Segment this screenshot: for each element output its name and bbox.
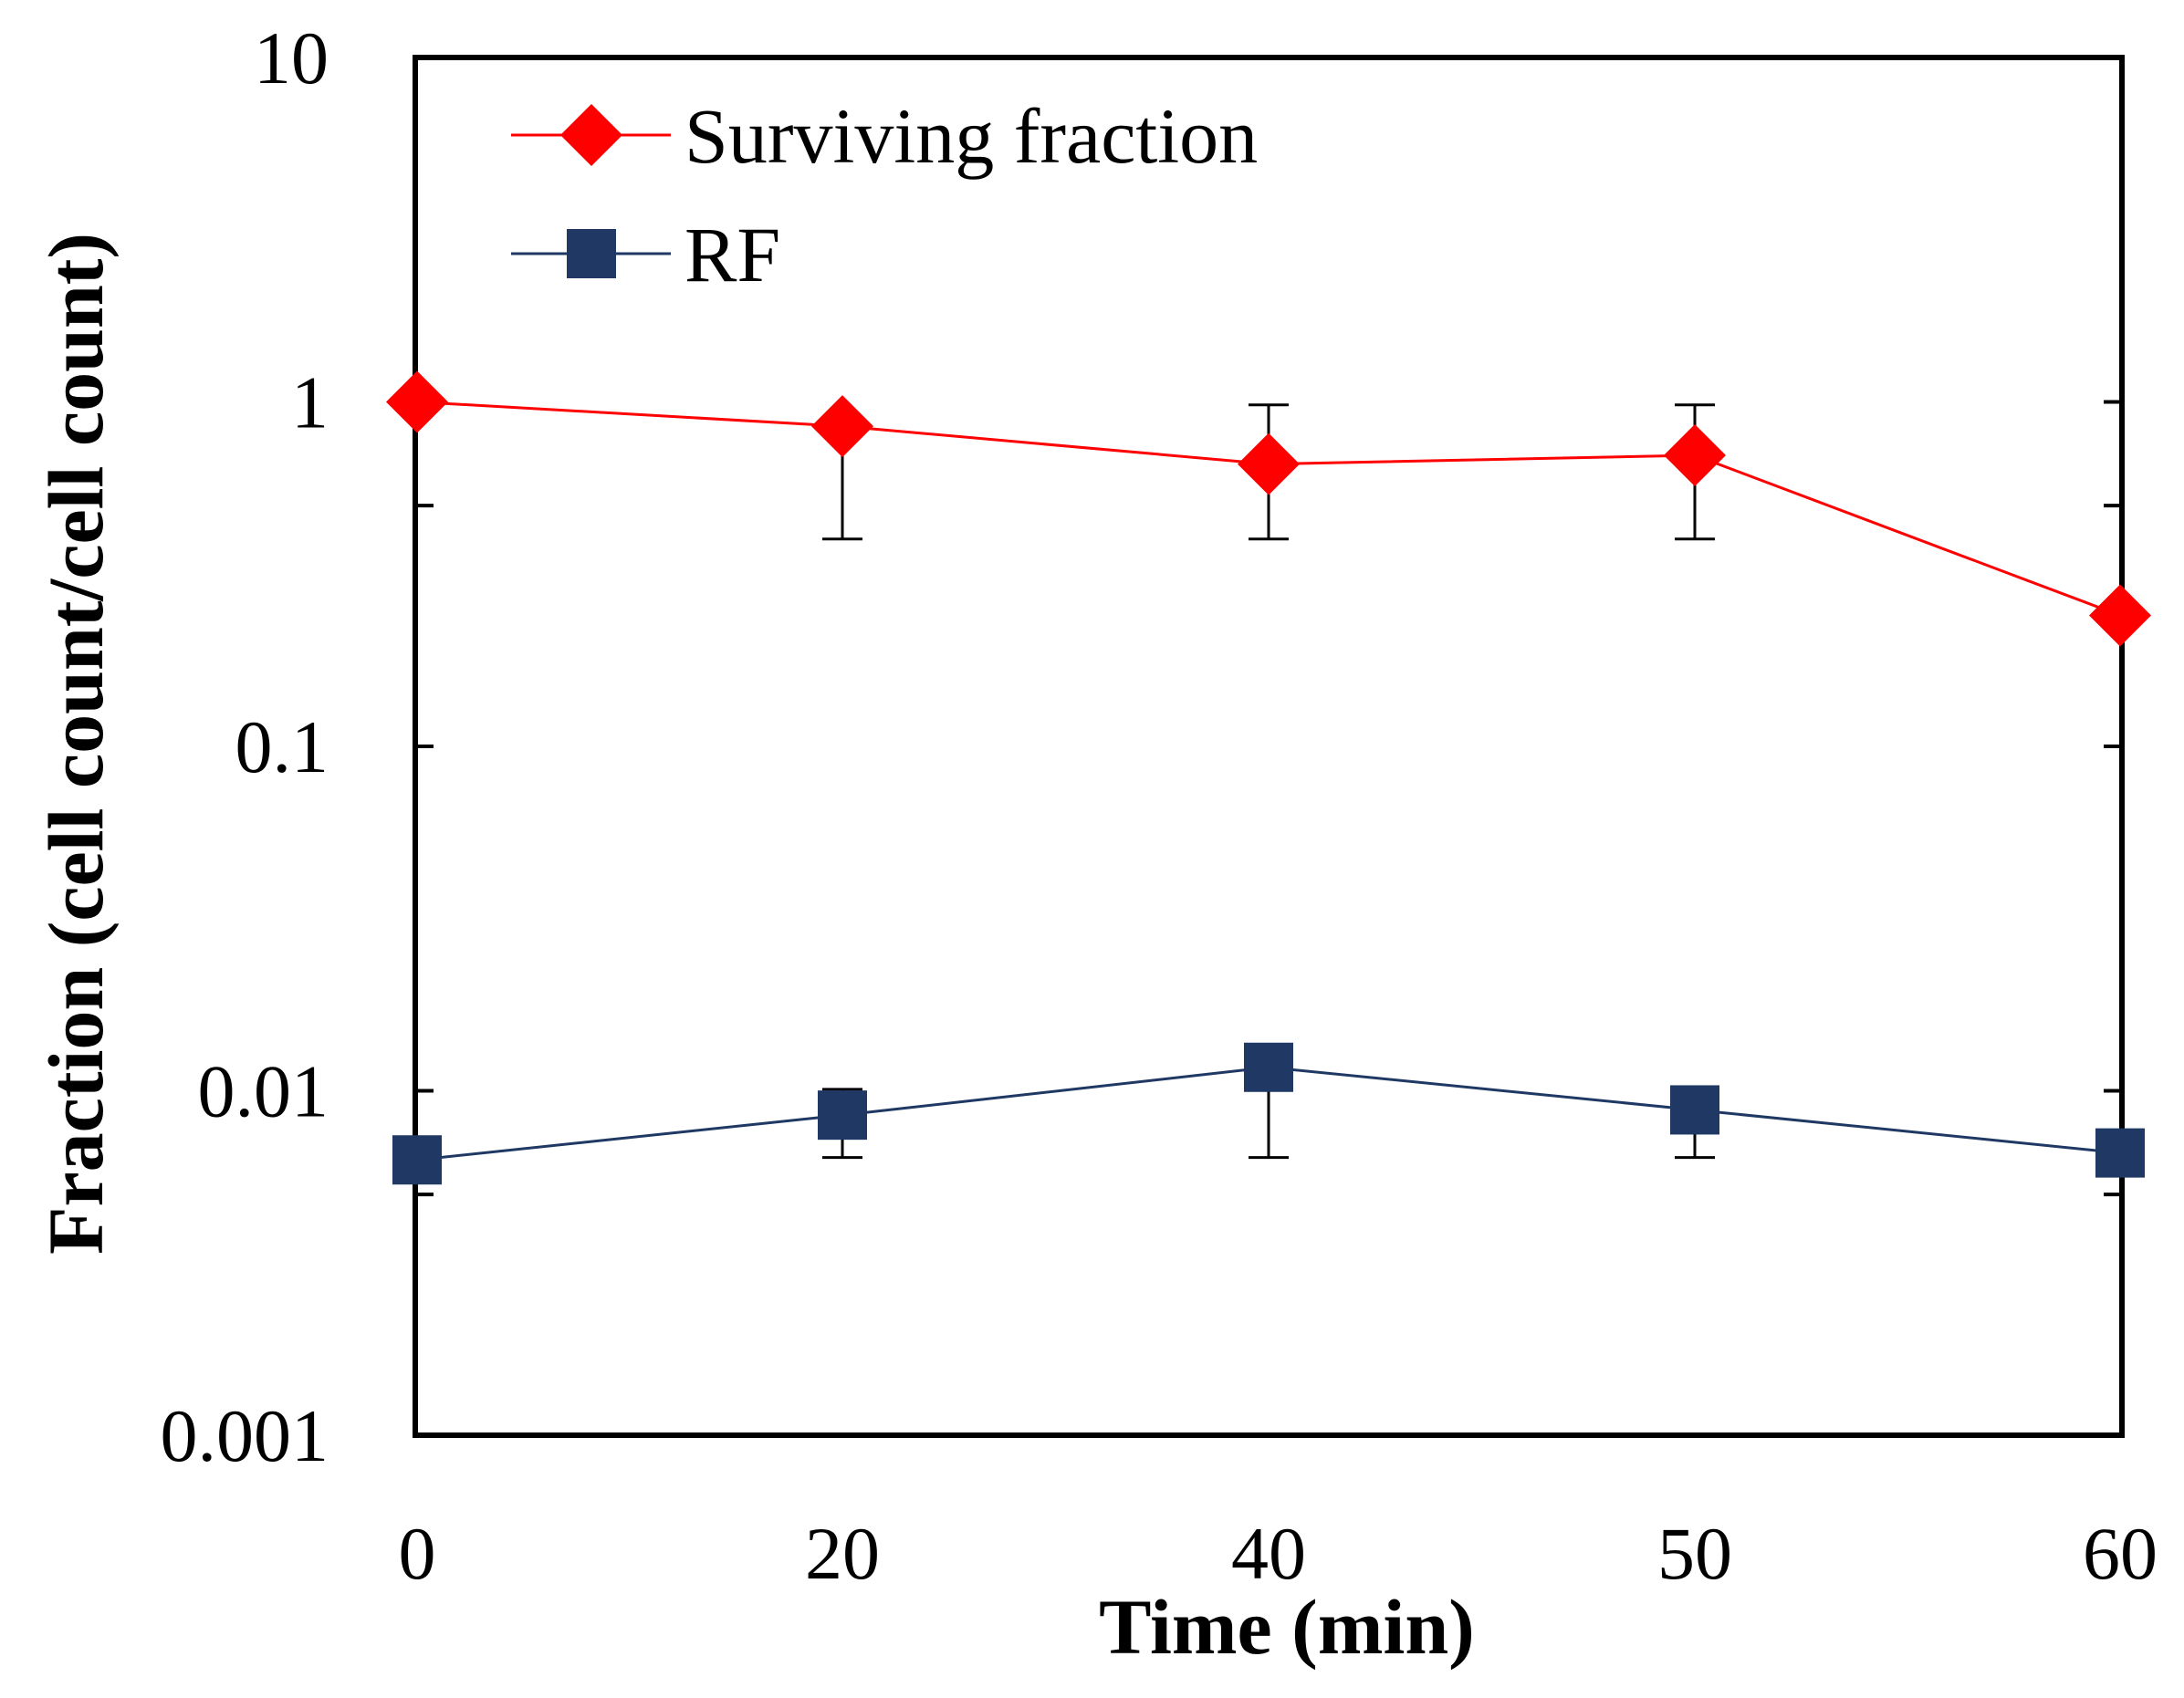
- data-point-square: [818, 1090, 867, 1141]
- x-axis-title: Time (min): [1099, 1583, 1475, 1671]
- x-axis-ticks: 0 20 40 50 60: [399, 1512, 2158, 1595]
- y-tick-label: 0.01: [198, 1050, 329, 1133]
- data-point-square: [1244, 1042, 1293, 1092]
- data-point-diamond: [2089, 584, 2151, 647]
- legend-label: RF: [684, 211, 780, 298]
- x-tick-label: 20: [805, 1512, 880, 1595]
- plot-area: [413, 55, 2125, 1438]
- data-point-square: [392, 1135, 442, 1185]
- legend: Surviving fraction RF: [511, 92, 1258, 298]
- x-tick-label: 0: [399, 1512, 436, 1595]
- y-axis-title: Fraction (cell count/cell count): [32, 233, 120, 1255]
- y-tick-label: 10: [254, 16, 329, 99]
- y-tick-label: 0.001: [161, 1394, 329, 1477]
- legend-marker-square: [567, 229, 616, 278]
- data-point-diamond: [1238, 432, 1300, 495]
- y-axis-ticks: 10 1 0.1 0.01 0.001: [161, 16, 2122, 1477]
- legend-marker-diamond: [560, 104, 622, 166]
- x-tick-label: 60: [2083, 1512, 2158, 1595]
- y-tick-label: 0.1: [235, 705, 329, 788]
- data-point-diamond: [386, 370, 448, 433]
- y-tick-label: 1: [291, 361, 329, 444]
- legend-label: Surviving fraction: [684, 92, 1258, 180]
- x-tick-label: 50: [1657, 1512, 1732, 1595]
- data-point-diamond: [811, 395, 873, 458]
- data-point-square: [2095, 1128, 2145, 1178]
- series-layer: [386, 370, 2151, 1185]
- data-point-diamond: [1664, 423, 1726, 486]
- x-tick-label: 40: [1231, 1512, 1306, 1595]
- data-point-square: [1670, 1085, 1719, 1135]
